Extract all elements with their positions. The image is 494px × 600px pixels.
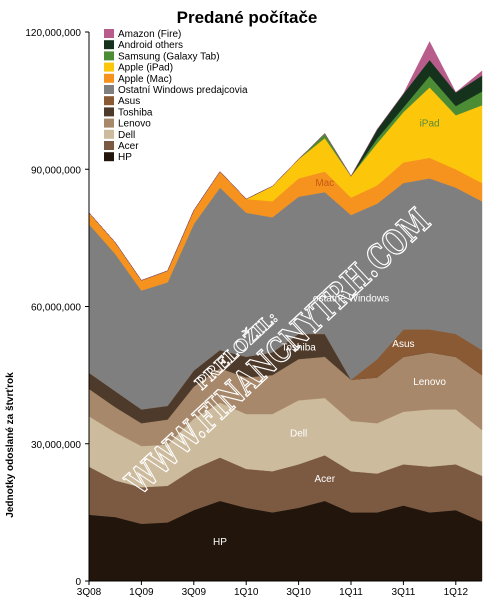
- y-tick-label: 90,000,000: [31, 165, 81, 176]
- x-tick-label: 3Q09: [182, 587, 207, 598]
- areas-group: [88, 41, 483, 582]
- legend-label-amazon-fire: Amazon (Fire): [118, 29, 181, 40]
- area-labels-group: iPad Mac ostatné Windows Toshiba Asus Lenovo D…: [213, 119, 446, 548]
- x-tick-label: 3Q08: [77, 587, 102, 598]
- legend-swatch-apple-ipad: [104, 62, 114, 72]
- legend-label-ostatni-windows-predajcovia: Ostatní Windows predajcovia: [118, 85, 248, 96]
- legend-swatch-apple-mac: [104, 73, 114, 83]
- x-tick-label: 3Q11: [392, 587, 416, 598]
- x-tick-label: 1Q10: [234, 587, 259, 598]
- legend-swatch-samsung-galaxy-tab: [104, 51, 114, 61]
- y-ticks-group: 0 30,000,000 60,000,000 90,000,000 120,000,0…: [25, 28, 89, 588]
- area-label-hp: HP: [213, 537, 227, 548]
- y-axis-label: Jednotky odoslané za štvrťrok: [5, 372, 16, 518]
- x-tick-label: 1Q09: [129, 587, 154, 598]
- area-label-mac: Mac: [315, 178, 334, 189]
- legend-label-apple-mac: Apple (Mac): [118, 74, 172, 85]
- x-ticks-group: 3Q08 1Q09 3Q09 1Q10 3Q10 1Q11 3Q11 1Q12: [77, 581, 469, 598]
- y-tick-label: 120,000,000: [25, 28, 81, 39]
- legend-swatch-lenovo: [104, 118, 114, 128]
- legend-label-hp: HP: [118, 152, 132, 163]
- y-tick-label: 30,000,000: [31, 440, 81, 451]
- legend-swatch-dell: [104, 129, 114, 139]
- legend-label-dell: Dell: [118, 130, 135, 141]
- legend-swatch-asus: [104, 96, 114, 106]
- legend-label-lenovo: Lenovo: [118, 119, 151, 130]
- legend-swatch-toshiba: [104, 107, 114, 117]
- area-amazon-fire: [88, 41, 483, 281]
- area-label-lenovo: Lenovo: [413, 377, 446, 388]
- legend-label-samsung-galaxy-tab: Samsung (Galaxy Tab): [118, 51, 220, 62]
- y-tick-label: 60,000,000: [31, 303, 81, 314]
- area-label-acer: Acer: [315, 474, 336, 485]
- x-tick-label: 1Q11: [339, 587, 363, 598]
- legend-swatch-amazon-fire: [104, 29, 114, 38]
- legend-label-acer: Acer: [118, 141, 139, 152]
- legend-swatch-hp: [104, 152, 114, 162]
- legend-swatch-android-others: [104, 40, 114, 50]
- legend-label-apple-ipad: Apple (iPad): [118, 63, 173, 74]
- legend-swatch-acer: [104, 141, 114, 150]
- chart-title: Predané počítače: [177, 8, 318, 27]
- area-label-ipad: iPad: [420, 119, 440, 130]
- legend-label-toshiba: Toshiba: [118, 107, 153, 118]
- area-label-dell: Dell: [290, 428, 307, 439]
- area-label-ostatne-windows: ostatné Windows: [313, 293, 389, 304]
- y-tick-label: 0: [75, 577, 81, 588]
- legend-swatch-ostatni-windows-predajcovia: [104, 85, 114, 94]
- legend-label-asus: Asus: [118, 96, 140, 107]
- area-label-asus: Asus: [392, 339, 414, 350]
- area-label-toshiba: Toshiba: [281, 343, 316, 354]
- x-tick-label: 1Q12: [444, 587, 469, 598]
- x-tick-label: 3Q10: [286, 587, 311, 598]
- legend-label-android-others: Android others: [118, 40, 183, 51]
